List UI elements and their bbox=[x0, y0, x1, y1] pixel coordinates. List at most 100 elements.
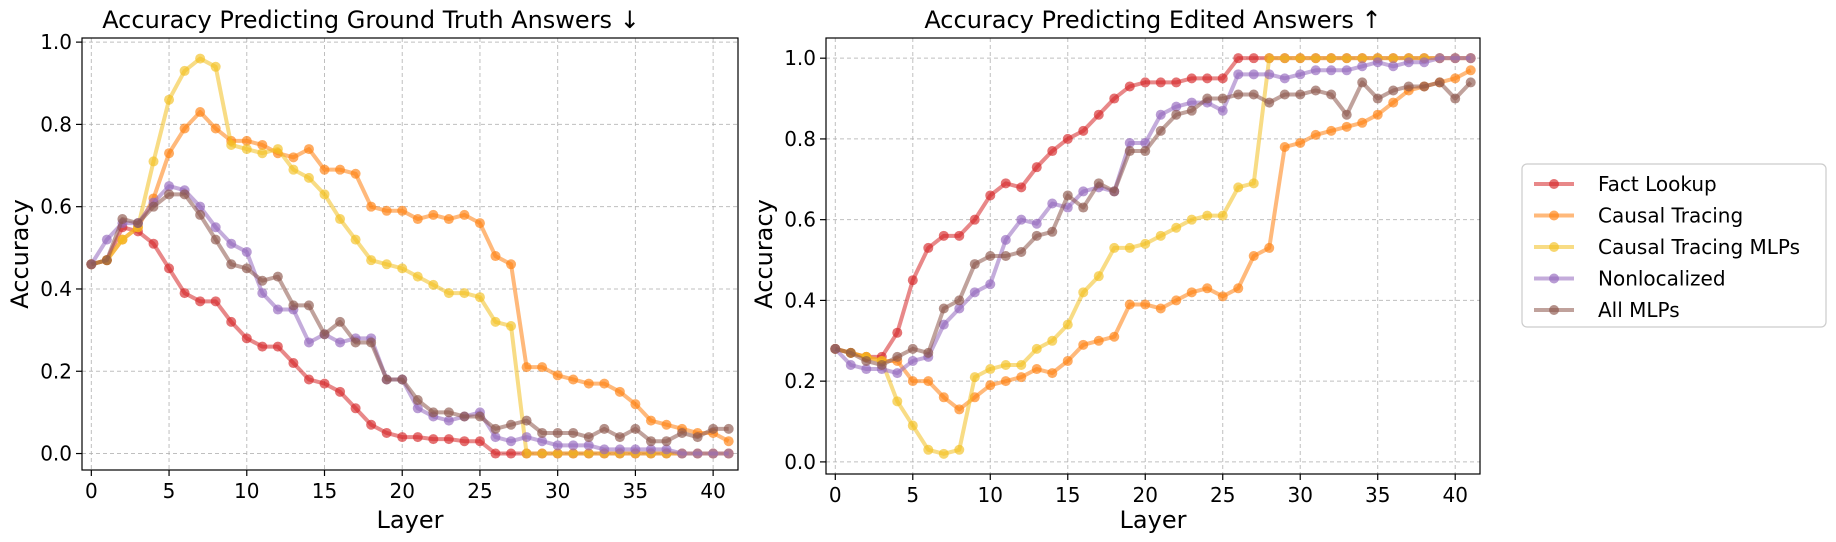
data-point bbox=[241, 333, 252, 344]
data-point bbox=[1388, 97, 1399, 108]
data-point bbox=[1171, 101, 1182, 112]
data-point bbox=[319, 164, 330, 175]
plot-frame-edited bbox=[825, 37, 1481, 475]
data-point bbox=[1295, 89, 1306, 100]
data-point bbox=[537, 427, 548, 438]
data-point bbox=[195, 53, 206, 64]
data-point bbox=[1233, 182, 1244, 193]
data-point bbox=[1295, 69, 1306, 80]
data-point bbox=[1341, 121, 1352, 132]
data-point bbox=[1171, 109, 1182, 120]
y-axis-label-edited: Accuracy bbox=[750, 199, 778, 309]
data-point bbox=[985, 380, 996, 391]
data-point bbox=[708, 448, 719, 459]
data-point bbox=[288, 152, 299, 163]
data-point bbox=[412, 395, 423, 406]
legend-label: Nonlocalized bbox=[1598, 267, 1726, 291]
data-point bbox=[241, 135, 252, 146]
data-point bbox=[210, 234, 221, 245]
data-point bbox=[164, 181, 175, 192]
data-point bbox=[1078, 339, 1089, 350]
data-point bbox=[164, 148, 175, 159]
data-point bbox=[257, 139, 268, 150]
data-point bbox=[954, 404, 965, 415]
data-point bbox=[1000, 234, 1011, 245]
data-point bbox=[490, 251, 501, 262]
data-point bbox=[1109, 93, 1120, 104]
data-point bbox=[1016, 246, 1027, 257]
data-point bbox=[1109, 186, 1120, 197]
data-point bbox=[148, 201, 159, 212]
data-point bbox=[1047, 198, 1058, 209]
data-point bbox=[1295, 137, 1306, 148]
data-point bbox=[490, 432, 501, 443]
data-point bbox=[677, 427, 688, 438]
series-line-nonlocalized bbox=[833, 56, 1471, 376]
data-point bbox=[506, 448, 517, 459]
y-tick-label: 0.8 bbox=[784, 127, 816, 151]
data-point bbox=[1140, 146, 1151, 157]
x-tick-label: 15 bbox=[312, 479, 337, 503]
data-point bbox=[599, 423, 610, 434]
data-point bbox=[1093, 109, 1104, 120]
x-tick-label: 25 bbox=[1210, 483, 1235, 507]
data-point bbox=[1310, 85, 1321, 96]
data-point bbox=[428, 279, 439, 290]
y-tick-label: 0.4 bbox=[784, 288, 816, 312]
data-point bbox=[645, 415, 656, 426]
data-point bbox=[335, 386, 346, 397]
data-point bbox=[397, 205, 408, 216]
data-point bbox=[1047, 368, 1058, 379]
data-point bbox=[226, 238, 237, 249]
data-point bbox=[969, 372, 980, 383]
data-point bbox=[288, 164, 299, 175]
data-point bbox=[1062, 355, 1073, 366]
data-point bbox=[1000, 376, 1011, 387]
data-point bbox=[397, 432, 408, 443]
data-point bbox=[1186, 97, 1197, 108]
y-tick-label: 0.0 bbox=[784, 450, 816, 474]
data-point bbox=[412, 403, 423, 414]
data-point bbox=[1217, 73, 1228, 84]
data-point bbox=[210, 222, 221, 233]
data-point bbox=[1171, 222, 1182, 233]
data-point bbox=[303, 144, 314, 155]
series-nonlocalized bbox=[86, 181, 734, 459]
data-point bbox=[366, 201, 377, 212]
data-point bbox=[1217, 291, 1228, 302]
series-all-mlps bbox=[830, 77, 1476, 370]
data-point bbox=[335, 214, 346, 225]
data-point bbox=[1326, 65, 1337, 76]
data-point bbox=[195, 209, 206, 220]
data-point bbox=[1031, 364, 1042, 375]
data-point bbox=[1000, 251, 1011, 261]
data-point bbox=[568, 440, 579, 451]
data-point bbox=[861, 355, 872, 366]
data-point bbox=[708, 423, 719, 434]
legend-label: Causal Tracing bbox=[1598, 204, 1743, 228]
legend-entry-fact-lookup: Fact Lookup bbox=[1534, 172, 1717, 196]
data-point bbox=[397, 374, 408, 385]
data-point bbox=[412, 271, 423, 282]
data-point bbox=[1155, 109, 1166, 120]
data-point bbox=[583, 440, 594, 451]
data-point bbox=[366, 255, 377, 266]
data-point bbox=[117, 214, 128, 225]
data-point bbox=[892, 396, 903, 407]
data-point bbox=[303, 300, 314, 311]
data-point bbox=[1078, 202, 1089, 213]
y-tick-label: 0.2 bbox=[40, 359, 72, 383]
data-point bbox=[537, 362, 548, 373]
data-point bbox=[506, 419, 517, 430]
y-tick-label: 1.0 bbox=[784, 46, 816, 70]
data-point bbox=[1016, 214, 1027, 225]
data-point bbox=[459, 209, 470, 220]
data-point bbox=[474, 292, 485, 303]
x-tick-label: 20 bbox=[1133, 483, 1158, 507]
data-point bbox=[303, 374, 314, 385]
data-point bbox=[923, 242, 934, 253]
data-point bbox=[101, 234, 112, 245]
data-point bbox=[1202, 210, 1213, 221]
data-point bbox=[1372, 57, 1383, 68]
